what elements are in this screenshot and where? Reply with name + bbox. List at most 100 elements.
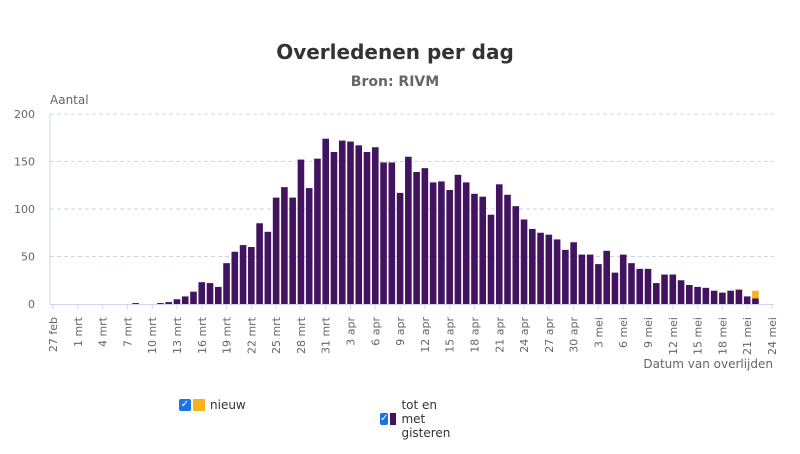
bar-tot-en-met-gisteren[interactable] [545, 234, 553, 304]
x-tick-label: 24 apr [518, 317, 531, 353]
bar-tot-en-met-gisteren[interactable] [710, 290, 718, 304]
bar-tot-en-met-gisteren[interactable] [157, 303, 164, 305]
y-tick-label: 200 [14, 108, 35, 121]
y-axis-label: Aantal [50, 93, 89, 107]
bar-tot-en-met-gisteren[interactable] [305, 188, 313, 304]
x-axis-label: Datum van overlijden [643, 357, 773, 371]
bar-tot-en-met-gisteren[interactable] [214, 286, 222, 304]
bar-tot-en-met-gisteren[interactable] [471, 193, 478, 304]
x-tick-label: 3 apr [345, 317, 358, 346]
bar-tot-en-met-gisteren[interactable] [322, 138, 330, 304]
bar-tot-en-met-gisteren[interactable] [462, 182, 470, 304]
bar-tot-en-met-gisteren[interactable] [454, 174, 462, 304]
bar-tot-en-met-gisteren[interactable] [132, 303, 139, 305]
bar-tot-en-met-gisteren[interactable] [553, 239, 561, 304]
bar-tot-en-met-gisteren[interactable] [413, 171, 420, 304]
bar-tot-en-met-gisteren[interactable] [595, 264, 602, 304]
bar-tot-en-met-gisteren[interactable] [264, 231, 272, 304]
bar-tot-en-met-gisteren[interactable] [570, 242, 577, 304]
bar-tot-en-met-gisteren[interactable] [743, 296, 751, 304]
bar-tot-en-met-gisteren[interactable] [677, 280, 685, 304]
bar-tot-en-met-gisteren[interactable] [173, 299, 181, 304]
y-tick-label: 150 [14, 156, 35, 169]
bar-tot-en-met-gisteren[interactable] [371, 147, 379, 304]
bar-tot-en-met-gisteren[interactable] [644, 268, 652, 304]
bar-tot-en-met-gisteren[interactable] [380, 162, 387, 304]
x-tick-label: 27 feb [47, 317, 60, 352]
bar-tot-en-met-gisteren[interactable] [388, 162, 396, 304]
x-tick-label: 21 mei [741, 317, 754, 355]
bar-tot-en-met-gisteren[interactable] [396, 192, 404, 304]
bar-tot-en-met-gisteren[interactable] [686, 285, 693, 304]
bar-tot-en-met-gisteren[interactable] [355, 145, 363, 304]
bar-tot-en-met-gisteren[interactable] [347, 141, 354, 304]
bar-tot-en-met-gisteren[interactable] [281, 187, 288, 304]
bar-tot-en-met-gisteren[interactable] [504, 194, 511, 304]
bar-tot-en-met-gisteren[interactable] [198, 282, 206, 304]
legend-swatch [390, 413, 397, 425]
x-tick-label: 21 apr [493, 317, 506, 353]
bar-tot-en-met-gisteren[interactable] [231, 251, 239, 304]
bar-tot-en-met-gisteren[interactable] [223, 263, 230, 304]
x-tick-label: 15 apr [444, 317, 457, 353]
bar-tot-en-met-gisteren[interactable] [512, 206, 520, 304]
bar-tot-en-met-gisteren[interactable] [702, 287, 710, 304]
bar-tot-en-met-gisteren[interactable] [248, 247, 255, 304]
bar-tot-en-met-gisteren[interactable] [479, 196, 487, 304]
bar-tot-en-met-gisteren[interactable] [529, 228, 536, 304]
bar-nieuw[interactable] [735, 288, 743, 290]
bar-tot-en-met-gisteren[interactable] [661, 274, 668, 304]
bar-tot-en-met-gisteren[interactable] [438, 181, 445, 304]
bar-tot-en-met-gisteren[interactable] [636, 268, 644, 304]
bar-tot-en-met-gisteren[interactable] [165, 302, 172, 304]
bar-tot-en-met-gisteren[interactable] [446, 190, 453, 304]
x-tick-label: 18 mei [716, 317, 729, 355]
x-tick-label: 16 mrt [196, 316, 209, 354]
bar-tot-en-met-gisteren[interactable] [338, 140, 346, 304]
bar-tot-en-met-gisteren[interactable] [586, 254, 594, 304]
bar-tot-en-met-gisteren[interactable] [297, 159, 305, 304]
bar-tot-en-met-gisteren[interactable] [669, 274, 677, 304]
legend-item-nieuw[interactable]: ✓ nieuw [179, 398, 246, 412]
x-tick-label: 24 mei [766, 317, 779, 355]
bar-tot-en-met-gisteren[interactable] [256, 223, 263, 304]
bar-tot-en-met-gisteren[interactable] [314, 158, 321, 304]
bar-tot-en-met-gisteren[interactable] [495, 184, 503, 304]
bar-tot-en-met-gisteren[interactable] [487, 214, 495, 304]
bar-tot-en-met-gisteren[interactable] [628, 263, 635, 304]
bar-tot-en-met-gisteren[interactable] [239, 245, 247, 304]
bar-tot-en-met-gisteren[interactable] [330, 152, 338, 304]
bar-tot-en-met-gisteren[interactable] [578, 254, 586, 304]
bar-tot-en-met-gisteren[interactable] [727, 290, 734, 304]
bar-tot-en-met-gisteren[interactable] [272, 197, 280, 304]
bar-tot-en-met-gisteren[interactable] [562, 249, 569, 304]
bar-tot-en-met-gisteren[interactable] [429, 182, 437, 304]
bar-tot-en-met-gisteren[interactable] [752, 298, 759, 304]
bar-tot-en-met-gisteren[interactable] [719, 292, 726, 304]
bar-tot-en-met-gisteren[interactable] [405, 156, 412, 304]
x-tick-label: 15 mei [692, 317, 705, 355]
bar-tot-en-met-gisteren[interactable] [520, 219, 528, 304]
x-tick-label: 1 mrt [72, 316, 85, 347]
bar-tot-en-met-gisteren[interactable] [190, 291, 197, 304]
bar-tot-en-met-gisteren[interactable] [735, 289, 743, 304]
bar-tot-en-met-gisteren[interactable] [694, 286, 701, 304]
chart-subtitle: Bron: RIVM [351, 74, 439, 90]
legend-item-tot-en-met-gisteren[interactable]: ✓ tot en met gisteren [380, 398, 460, 440]
bar-tot-en-met-gisteren[interactable] [363, 152, 371, 304]
bar-tot-en-met-gisteren[interactable] [289, 197, 296, 304]
bar-tot-en-met-gisteren[interactable] [537, 232, 544, 304]
x-tick-label: 6 mei [617, 317, 630, 348]
x-tick-label: 6 apr [369, 317, 382, 346]
legend-swatch [193, 399, 205, 411]
bar-tot-en-met-gisteren[interactable] [181, 296, 189, 304]
bar-tot-en-met-gisteren[interactable] [611, 272, 619, 304]
legend-checkbox[interactable]: ✓ [380, 413, 389, 425]
bar-tot-en-met-gisteren[interactable] [421, 168, 429, 304]
bar-nieuw[interactable] [752, 290, 759, 299]
bar-tot-en-met-gisteren[interactable] [603, 250, 610, 304]
bar-tot-en-met-gisteren[interactable] [619, 254, 627, 304]
bar-tot-en-met-gisteren[interactable] [206, 283, 214, 304]
legend-checkbox[interactable]: ✓ [179, 399, 191, 411]
bar-tot-en-met-gisteren[interactable] [652, 283, 660, 304]
